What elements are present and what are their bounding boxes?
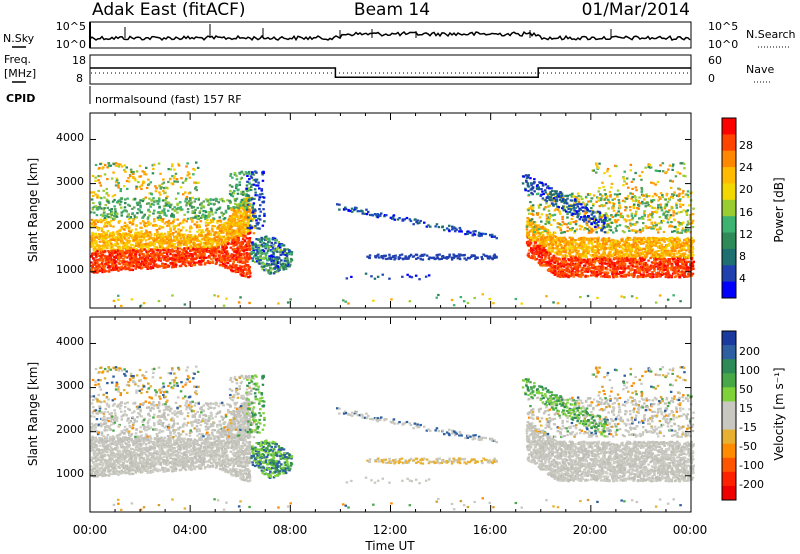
nsky-tick-bottom: 10^0 (56, 38, 86, 51)
vel-cbar-tick-m50: -50 (739, 440, 757, 453)
power-cbar-tick-4: 4 (739, 272, 746, 285)
power-ytick-3000: 3000 (56, 175, 84, 188)
freq-line (90, 67, 691, 79)
beam-title: Beam 14 (354, 0, 430, 20)
power-cbar-label: Power [dB] (772, 177, 786, 242)
velocity-panel (89, 316, 695, 513)
power-ylabel: Slant Range [km] (26, 158, 40, 262)
vel-cbar-tick-m100: -100 (739, 459, 764, 472)
nsky-panel (89, 21, 692, 49)
vel-cbar-tick-m200: -200 (739, 478, 764, 491)
xtick-0400: 04:00 (173, 523, 208, 537)
cpid-label: CPID (6, 92, 35, 105)
freq-tick-top: 18 (72, 54, 86, 67)
power-cbar-tick-24: 24 (739, 161, 753, 174)
xtick-1200: 12:00 (373, 523, 408, 537)
velocity-ytick-3000: 3000 (56, 379, 84, 392)
xlabel: Time UT (364, 539, 415, 553)
nave-tick-bottom: 0 (708, 72, 715, 85)
xtick-0800: 08:00 (273, 523, 308, 537)
power-cbar-tick-28: 28 (739, 139, 753, 152)
nave-label: Nave (746, 63, 774, 76)
velocity-data (90, 365, 695, 511)
power-data (90, 161, 695, 307)
freq-label-2: [MHz] (4, 67, 36, 80)
velocity-ytick-4000: 4000 (56, 335, 84, 348)
nsky-tick-top: 10^5 (56, 20, 86, 33)
power-colorbar (721, 117, 737, 299)
power-panel (89, 112, 695, 309)
power-ytick-2000: 2000 (56, 219, 84, 232)
velocity-ylabel: Slant Range [km] (26, 362, 40, 466)
cpid-text: normalsound (fast) 157 RF (95, 93, 242, 106)
vel-cbar-tick-15: 15 (739, 402, 753, 415)
xtick-0000b: 00:00 (673, 523, 708, 537)
power-cbar-tick-12: 12 (739, 228, 753, 241)
velocity-colorbar (721, 330, 737, 501)
vel-cbar-tick-100: 100 (739, 364, 760, 377)
nsearch-tick-top: 10^5 (708, 20, 738, 33)
velocity-cbar-label: Velocity [m s⁻¹] (772, 367, 786, 460)
velocity-ytick-2000: 2000 (56, 423, 84, 436)
nsearch-label: N.Search (746, 28, 796, 41)
freq-label-1: Freq. (4, 53, 31, 66)
vel-cbar-tick-m15: -15 (739, 421, 757, 434)
power-ytick-4000: 4000 (56, 131, 84, 144)
power-ytick-1000: 1000 (56, 263, 84, 276)
date-title: 01/Mar/2014 (582, 0, 690, 20)
nsearch-tick-bottom: 10^0 (708, 38, 738, 51)
xtick-0000a: 00:00 (73, 523, 108, 537)
nave-tick-top: 60 (708, 54, 722, 67)
vel-cbar-tick-200: 200 (739, 345, 760, 358)
vel-cbar-tick-50: 50 (739, 383, 753, 396)
nsky-label: N.Sky (3, 32, 35, 45)
velocity-ytick-1000: 1000 (56, 467, 84, 480)
station-title: Adak East (fitACF) (92, 0, 246, 20)
freq-tick-bottom: 8 (76, 72, 83, 85)
nsky-trace (89, 22, 691, 48)
xtick-2000: 20:00 (573, 523, 608, 537)
power-cbar-tick-20: 20 (739, 183, 753, 196)
power-cbar-tick-8: 8 (739, 250, 746, 263)
power-cbar-tick-16: 16 (739, 206, 753, 219)
xtick-1600: 16:00 (473, 523, 508, 537)
freq-panel (89, 54, 692, 85)
